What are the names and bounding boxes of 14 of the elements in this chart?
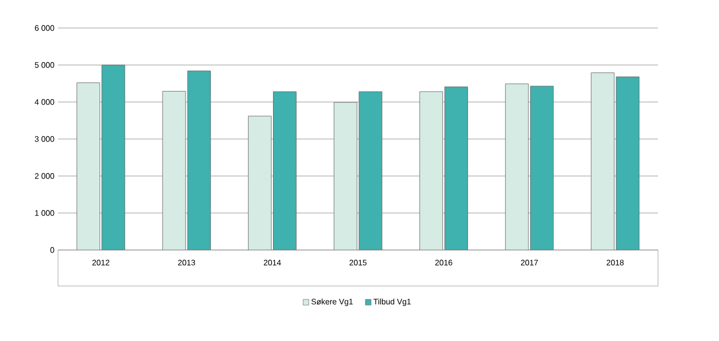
bar xyxy=(102,64,126,250)
bar xyxy=(444,86,468,250)
bar xyxy=(187,70,211,250)
bar xyxy=(248,116,272,250)
bar xyxy=(590,72,614,250)
bar xyxy=(419,91,443,250)
bar xyxy=(273,91,297,250)
bar xyxy=(530,86,554,250)
bar xyxy=(76,82,100,250)
bar xyxy=(358,91,382,250)
bar xyxy=(162,91,186,250)
bar xyxy=(616,76,640,250)
bar xyxy=(505,84,529,250)
bar xyxy=(334,102,358,250)
